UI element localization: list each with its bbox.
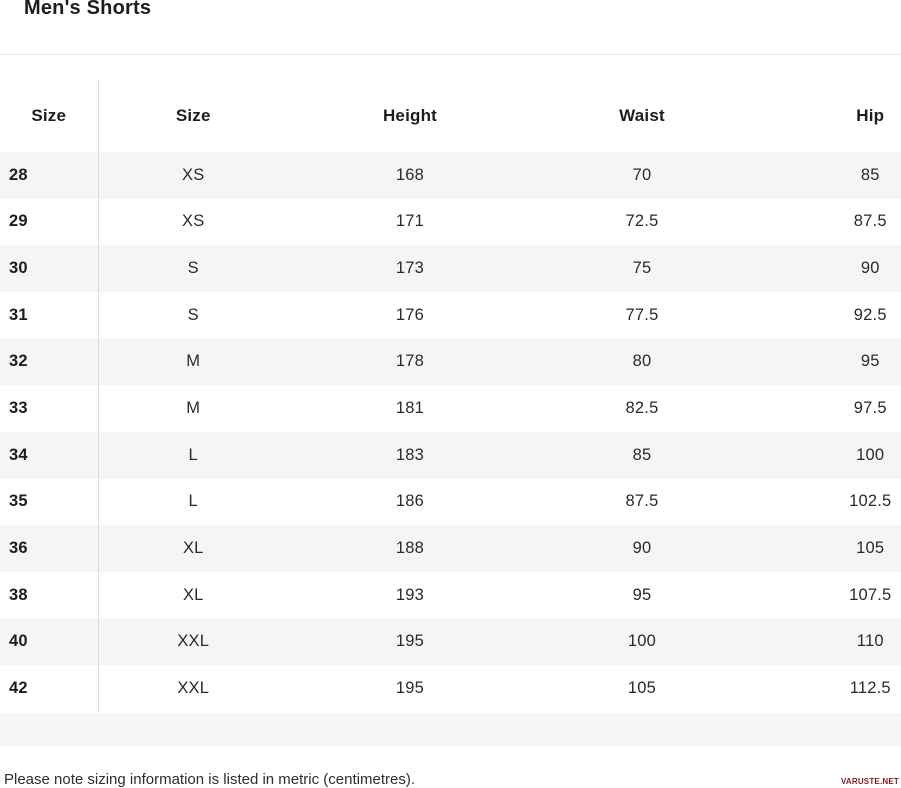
column-header-height: Height (382, 106, 438, 125)
table-cell: 35 (0, 478, 99, 526)
table-row: 36 XL 188 90 105 (0, 525, 901, 572)
column-header-size-number: Size (0, 80, 99, 152)
table-cell: XS (182, 165, 205, 184)
table-cell: 36 (0, 525, 99, 572)
divider-line (0, 54, 901, 55)
table-row: 35 L 186 87.5 102.5 (0, 478, 901, 526)
table-cell: 82.5 (625, 399, 659, 418)
table-body: 28 XS 168 70 85 29 XS 171 72.5 87.5 30 S 173 75 90 31 S 1… (0, 152, 901, 712)
table-cell: 32 (0, 338, 99, 386)
watermark: VARUSTE.NET (840, 777, 899, 786)
table-cell: 100 (856, 445, 885, 464)
table-cell: 90 (860, 259, 880, 278)
table-cell: 95 (632, 585, 652, 604)
table-row: 40 XXL 195 100 110 (0, 618, 901, 666)
table-cell: 87.5 (853, 212, 887, 231)
table-cell: 77.5 (625, 305, 659, 324)
table-cell: 87.5 (625, 492, 659, 511)
metric-note: Please note sizing information is listed… (4, 770, 415, 788)
table-cell: 28 (0, 152, 99, 199)
table-cell: XXL (177, 679, 210, 698)
table-cell: 75 (632, 259, 652, 278)
table-row: 32 M 178 80 95 (0, 338, 901, 386)
table-cell: M (186, 399, 201, 418)
table-row: 38 XL 193 95 107.5 (0, 571, 901, 619)
table-cell: 85 (632, 445, 652, 464)
table-cell: 90 (632, 539, 652, 558)
table-cell: 171 (395, 212, 425, 231)
table-cell: 72.5 (625, 212, 659, 231)
table-cell: 112.5 (849, 679, 891, 698)
table-row: 28 XS 168 70 85 (0, 152, 901, 199)
table-cell: 183 (395, 445, 425, 464)
table-cell: 33 (0, 385, 99, 432)
table-row: 34 L 183 85 100 (0, 431, 901, 479)
table-cell: 173 (395, 259, 425, 278)
table-row: 33 M 181 82.5 97.5 (0, 385, 901, 432)
table-row: 31 S 176 77.5 92.5 (0, 291, 901, 339)
table-cell: XXL (177, 632, 210, 651)
table-cell: 100 (627, 632, 657, 651)
table-cell: 193 (395, 585, 425, 604)
table-cell: XL (182, 585, 204, 604)
table-cell: 34 (0, 431, 99, 479)
table-cell: 42 (0, 665, 99, 712)
column-header-waist: Waist (619, 106, 665, 125)
table-cell: 195 (395, 632, 425, 651)
table-cell: 181 (395, 399, 425, 418)
table-cell: 195 (395, 679, 425, 698)
table-cell: S (187, 305, 199, 324)
table-cell: 188 (395, 539, 425, 558)
table-cell: 105 (627, 679, 657, 698)
table-cell: 80 (632, 352, 652, 371)
table-cell: 92.5 (853, 305, 887, 324)
table-cell: 186 (395, 492, 425, 511)
table-cell: 176 (395, 305, 425, 324)
table-header-row: Size Size Height Waist Hip (0, 80, 901, 152)
table-bottom-strip (0, 712, 901, 746)
table-cell: M (186, 352, 201, 371)
table-cell: 178 (395, 352, 425, 371)
table-cell: L (188, 445, 198, 464)
table-cell: 102.5 (849, 492, 892, 511)
table-cell: 97.5 (853, 399, 887, 418)
table-cell: 85 (860, 165, 880, 184)
table-cell: 105 (856, 539, 885, 558)
table-cell: S (187, 259, 199, 278)
table-cell: 38 (0, 571, 99, 619)
table-cell: 70 (632, 165, 652, 184)
table-cell: 30 (0, 245, 99, 292)
table-cell: 40 (0, 618, 99, 666)
page-title: Men's Shorts (24, 0, 152, 19)
column-header-size-letter: Size (175, 106, 211, 125)
table-row: 29 XS 171 72.5 87.5 (0, 198, 901, 246)
table-cell: 29 (0, 198, 99, 246)
column-header-hip: Hip (856, 106, 885, 125)
sizing-table: Size Size Height Waist Hip 28 XS 168 70 85 29… (0, 80, 901, 712)
table-cell: 31 (0, 291, 99, 339)
table-cell: 168 (395, 165, 425, 184)
table-cell: XS (182, 212, 205, 231)
table-row: 30 S 173 75 90 (0, 245, 901, 292)
table-cell: 110 (856, 632, 884, 651)
table-row: 42 XXL 195 105 112.5 (0, 665, 901, 712)
table-cell: L (188, 492, 198, 511)
table-cell: XL (182, 539, 204, 558)
table-cell: 95 (860, 352, 880, 371)
table-cell: 107.5 (849, 585, 892, 604)
